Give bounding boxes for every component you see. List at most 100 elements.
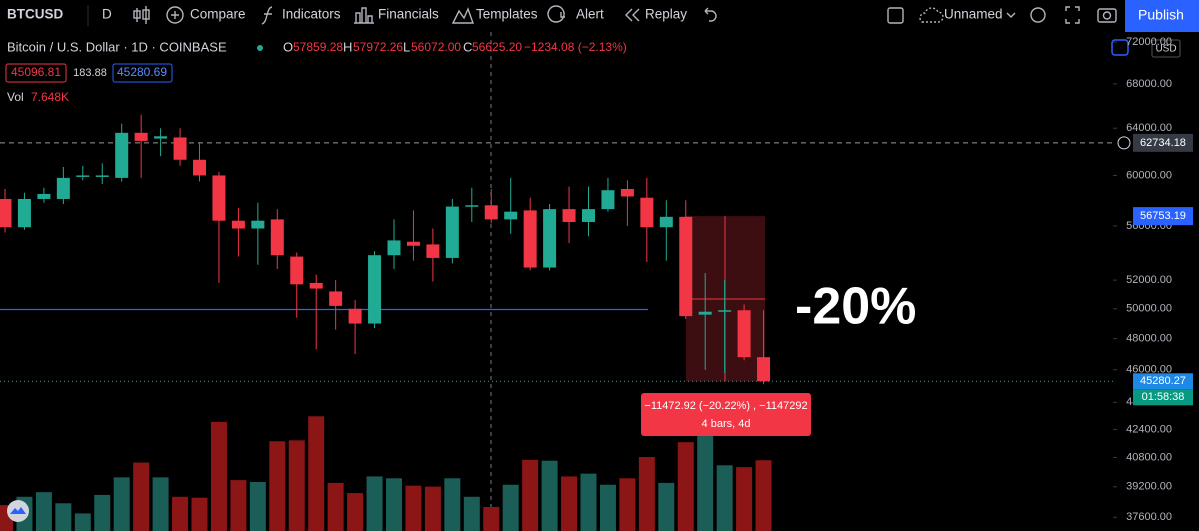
last-price-box — [1133, 373, 1193, 390]
candle-body — [543, 209, 557, 268]
volume-bar — [327, 482, 344, 531]
y-tick-label: 40800.00 — [1126, 451, 1172, 463]
candle-body — [231, 220, 245, 229]
legend-close: 56625.20 — [472, 40, 522, 54]
compare[interactable]: Compare — [190, 7, 246, 22]
candle-body — [56, 177, 70, 199]
legend-open: 57859.28 — [293, 40, 343, 54]
volume-bar — [94, 494, 111, 531]
y-tick-label: 64000.00 — [1126, 122, 1172, 134]
candle-body — [37, 193, 51, 199]
crosshair-add[interactable] — [1117, 136, 1131, 150]
candle-body — [640, 197, 654, 228]
candle-body — [737, 310, 751, 358]
indicators[interactable]: Indicators — [282, 7, 341, 22]
volume-bar — [55, 503, 72, 531]
fullscreen-icon[interactable] — [1065, 6, 1080, 24]
currency: USD — [1155, 44, 1176, 55]
candle-body — [17, 198, 31, 228]
candle-body — [290, 256, 304, 285]
volume-bar — [172, 496, 189, 531]
snapshot-icon[interactable] — [1097, 8, 1117, 23]
measure-label-box — [641, 393, 811, 436]
ask: 45280.69 — [117, 65, 167, 79]
measure-label: −11472.92 (−20.22%) , −1147292 — [644, 400, 807, 412]
candle-body — [406, 241, 420, 246]
settings-icon[interactable] — [1030, 7, 1046, 23]
candle-body — [173, 137, 187, 160]
y-tick-label: 72000.00 — [1126, 36, 1172, 48]
volume-bar — [444, 478, 461, 531]
snapshot-lens — [1102, 11, 1112, 20]
publish-button[interactable] — [1125, 0, 1199, 32]
compare-plus — [171, 11, 179, 19]
volume-bar — [269, 441, 286, 531]
y-tick-label: 37600.00 — [1126, 511, 1172, 523]
volume-bar — [716, 465, 733, 531]
layout-name[interactable]: Unnamed — [944, 7, 1003, 22]
ask-box[interactable] — [112, 63, 173, 83]
alert[interactable]: Alert — [576, 7, 604, 22]
candle-body — [484, 205, 498, 220]
volume-bar — [113, 477, 130, 531]
candle-body — [582, 209, 595, 222]
symbol[interactable]: BTCUSD — [7, 7, 63, 22]
candle-body — [620, 188, 634, 197]
volume-bar — [308, 416, 325, 531]
financials[interactable]: Financials — [378, 7, 439, 22]
templates[interactable]: Templates — [476, 7, 538, 22]
compare-icon — [166, 6, 184, 24]
volume-bar — [580, 473, 597, 531]
measure-top-box — [1133, 207, 1193, 226]
volume-bar — [152, 477, 169, 531]
volume-bar — [697, 434, 714, 531]
candle-body — [270, 219, 284, 256]
candle-body — [659, 216, 673, 228]
volume-bar — [210, 421, 227, 531]
countdown-box — [1133, 389, 1193, 406]
publish-label: Publish — [1138, 7, 1184, 23]
checkbox-icon[interactable] — [887, 7, 904, 24]
interval[interactable]: D — [102, 7, 112, 22]
legend-change: −1234.08 (−2.13%) — [524, 40, 627, 54]
volume-bar — [658, 482, 675, 531]
candle-body — [309, 282, 323, 289]
legend-o: O — [283, 39, 293, 54]
candle-body — [329, 291, 343, 306]
y-tick-label: 50000.00 — [1126, 303, 1172, 315]
volume-bar — [619, 478, 636, 531]
market-status — [257, 45, 263, 51]
volume-bar — [405, 485, 422, 531]
undo-icon[interactable] — [704, 7, 717, 22]
toolbar: BTCUSD D Compare Indicators Financials T… — [7, 0, 1199, 32]
y-tick-label: 60000.00 — [1126, 169, 1172, 181]
financials-icon — [354, 7, 374, 24]
candle-body — [445, 206, 459, 258]
candle-body — [76, 175, 90, 177]
legend-low: 56072.00 — [411, 40, 461, 54]
candle-body — [134, 132, 148, 141]
volume-bar — [191, 497, 208, 531]
replay[interactable]: Replay — [645, 7, 687, 22]
candle-body — [251, 220, 265, 229]
scale-button[interactable] — [1111, 39, 1129, 56]
chevron — [1006, 12, 1016, 18]
last-price: 45280.27 — [1140, 375, 1186, 387]
currency-box[interactable] — [1151, 39, 1181, 58]
candle-body — [115, 132, 129, 178]
bid-box[interactable] — [5, 63, 67, 83]
candle-body — [718, 310, 732, 312]
bid: 45096.81 — [11, 65, 61, 79]
volume-bar — [386, 478, 402, 531]
volume-bar — [288, 440, 305, 531]
volume-bar — [347, 493, 364, 531]
y-tick-label: 68000.00 — [1126, 78, 1172, 90]
volume-bar — [35, 492, 52, 531]
volume-bar — [561, 476, 578, 531]
candle-body — [348, 308, 362, 324]
legend-title: Bitcoin / U.S. Dollar · 1D · COINBASE — [7, 39, 227, 54]
candle-body — [698, 311, 712, 315]
candle-body — [504, 211, 518, 220]
volume-bar — [755, 460, 772, 531]
